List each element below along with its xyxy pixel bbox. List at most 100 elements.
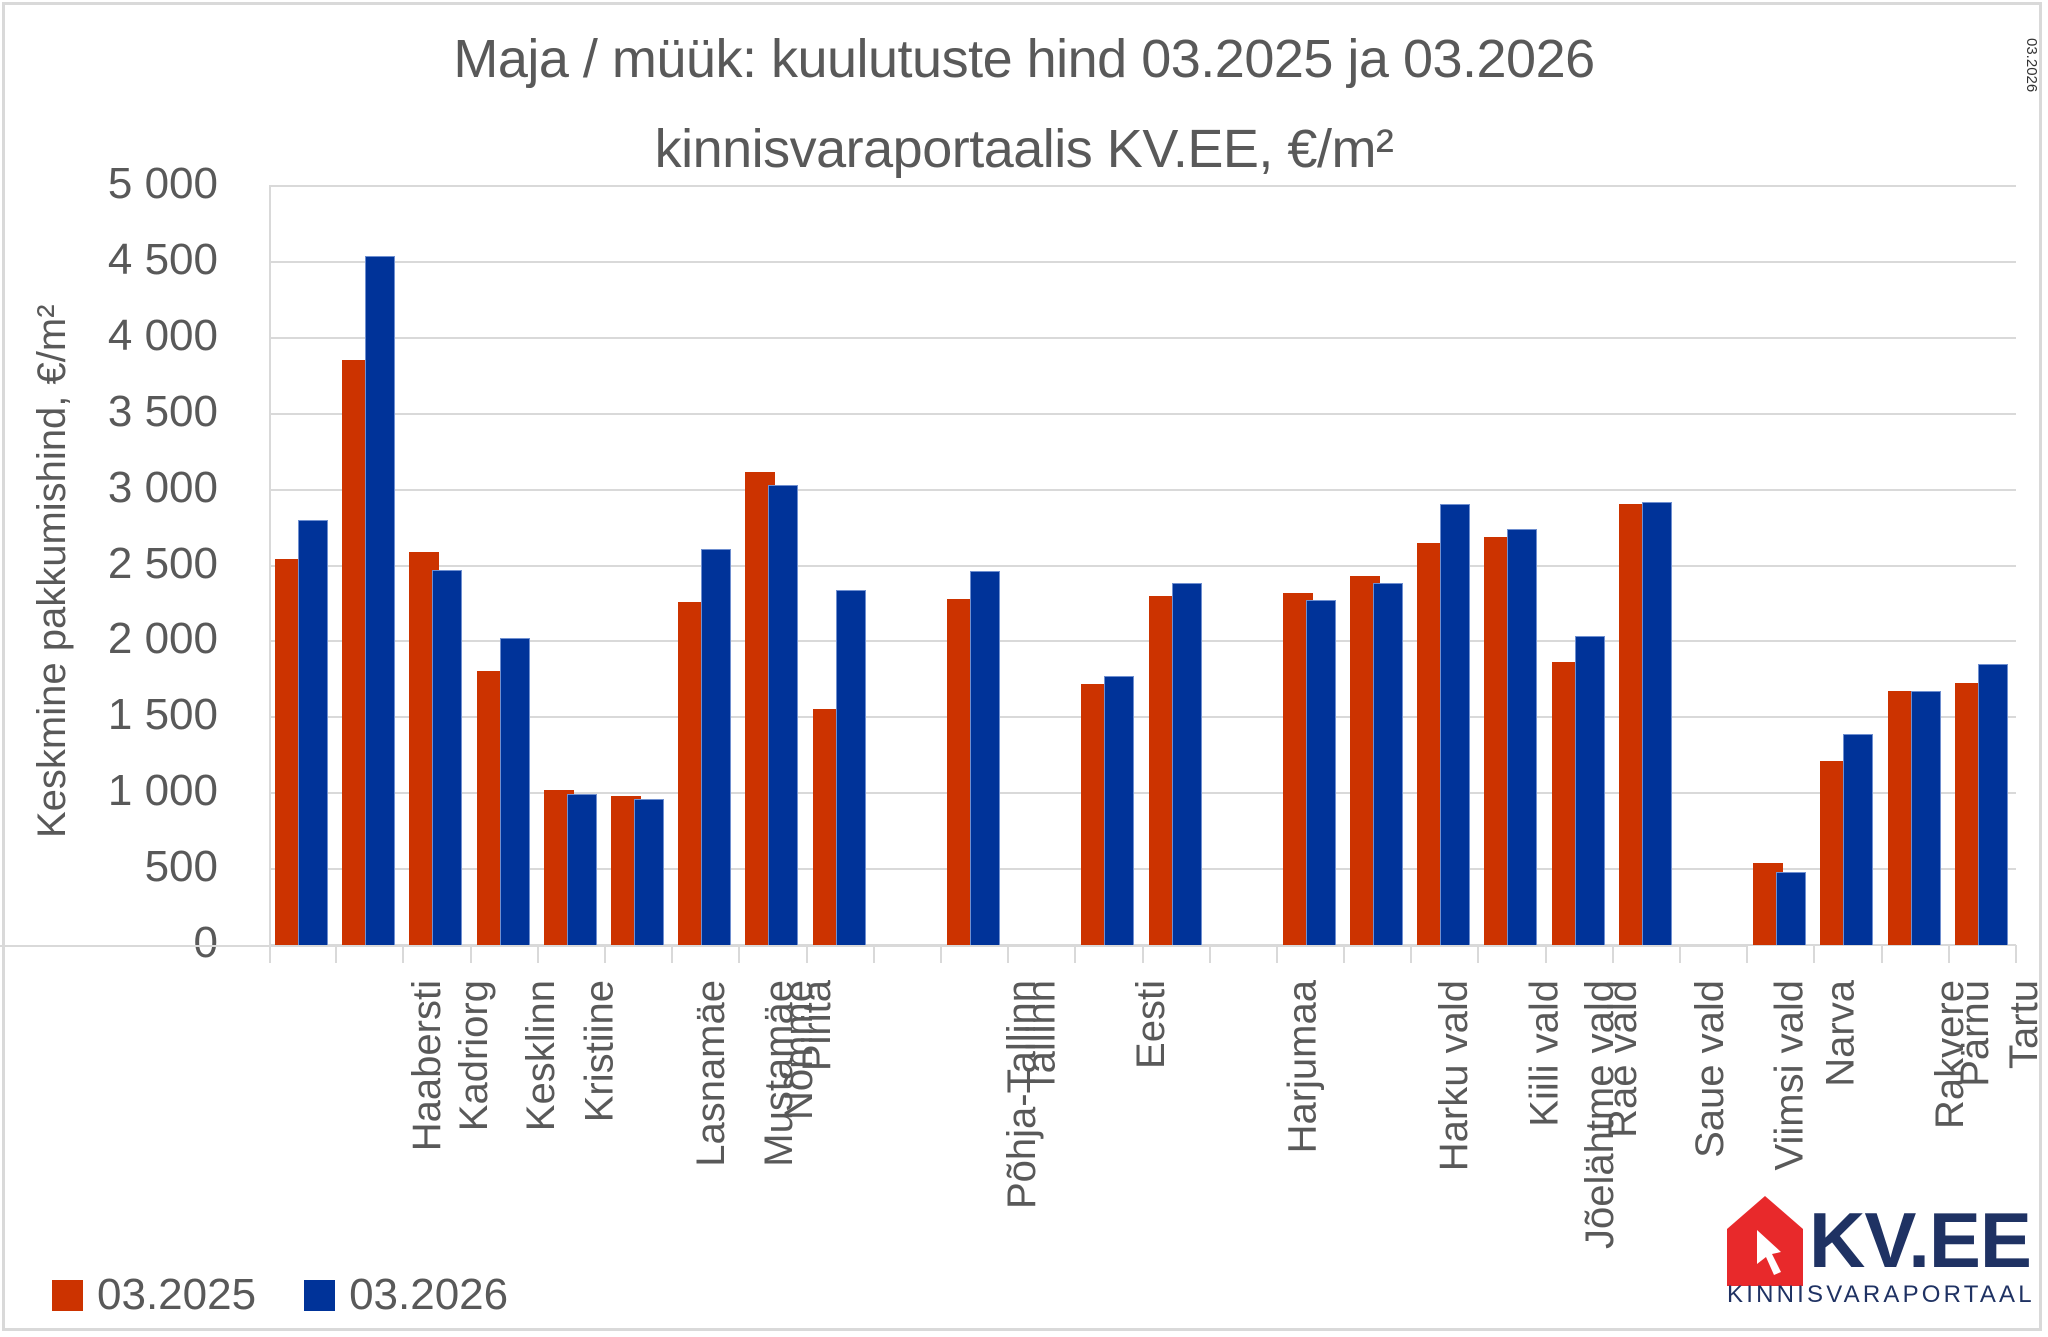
bar-03-2026 [1776, 872, 1807, 945]
x-category-label: Narva [1818, 980, 1863, 1087]
x-category-label: Lasnamäe [689, 980, 734, 1167]
x-category-label: Rae vald [1600, 980, 1645, 1138]
legend-label-2026: 03.2026 [349, 1270, 509, 1319]
bar-03-2026 [499, 637, 530, 945]
logo-tagline: KINNISVARAPORTAAL [1727, 1281, 2035, 1308]
x-tick-mark [805, 945, 808, 963]
x-tick-mark [335, 945, 338, 963]
x-category-label: Kristiine [577, 980, 622, 1123]
x-tick-mark [1544, 945, 1547, 963]
gridline [269, 868, 2016, 871]
bar-03-2026 [432, 570, 463, 945]
house-cursor-icon [1727, 1196, 1803, 1286]
bar-03-2026 [969, 570, 1000, 945]
x-tick-mark [1746, 945, 1749, 963]
bar-03-2026 [298, 520, 328, 945]
x-category-label: Tallinn [1018, 980, 1063, 1094]
x-tick-mark [872, 945, 875, 963]
bar-03-2026 [1843, 734, 1874, 945]
x-tick-mark [2015, 945, 2017, 963]
legend-item-2025: 03.2025 [52, 1270, 256, 1320]
x-tick-mark [1074, 945, 1077, 963]
x-tick-mark [1477, 945, 1480, 963]
x-tick-mark [1208, 945, 1211, 963]
x-category-label: Viimsi vald [1767, 980, 1812, 1171]
bar-03-2026 [633, 799, 664, 945]
bar-03-2026 [835, 589, 866, 945]
x-tick-mark [402, 945, 405, 963]
chart-title-line-1: Maja / müük: kuulutuste hind 03.2025 ja … [453, 29, 1595, 89]
x-tick-mark [671, 945, 674, 963]
y-tick-label: 500 [144, 842, 218, 892]
y-tick-label: 4 500 [107, 234, 218, 284]
bar-03-2026 [1373, 583, 1404, 945]
x-tick-mark [1343, 945, 1346, 963]
y-tick-label: 3 500 [107, 386, 218, 436]
bar-03-2026 [1507, 528, 1538, 945]
x-tick-mark [269, 945, 271, 963]
x-category-label: Kiili vald [1522, 980, 1567, 1127]
x-category-label: Tartu [2002, 980, 2047, 1069]
x-category-label: Eesti [1128, 980, 1173, 1069]
x-tick-mark [1813, 945, 1816, 963]
gridline [269, 716, 2016, 719]
bar-03-2026 [1910, 691, 1941, 945]
logo-brand-text: KV.EE [1809, 1196, 2032, 1284]
gridline [269, 260, 2016, 263]
y-tick-label: 5 000 [107, 159, 218, 208]
y-tick-label: 2 000 [107, 614, 218, 664]
y-tick-label: 1 500 [107, 690, 218, 740]
chart-title-line-2: kinnisvaraportaalis KV.EE, €/m² [654, 119, 1394, 179]
x-category-label: Saue vald [1688, 980, 1733, 1158]
x-category-label: Harku vald [1432, 980, 1477, 1172]
y-axis-title: Keskmine pakkumishind, €/m² [30, 304, 74, 838]
bar-03-2026 [768, 484, 799, 945]
x-tick-mark [536, 945, 539, 963]
x-tick-mark [1275, 945, 1278, 963]
side-date-label: 03.2026 [2023, 38, 2040, 93]
x-category-label: Pirita [795, 980, 840, 1072]
y-tick-label: 0 [193, 918, 218, 967]
x-category-label: Kesklinn [519, 980, 564, 1132]
gridline [269, 336, 2016, 339]
gridline [269, 640, 2016, 643]
x-category-label: Pärnu [1952, 980, 1997, 1087]
gridline [269, 564, 2016, 567]
bar-03-2026 [1641, 501, 1672, 945]
plot-area [269, 185, 2016, 946]
legend: 03.2025 03.2026 [52, 1270, 556, 1320]
x-tick-mark [1007, 945, 1010, 963]
x-tick-mark [1141, 945, 1144, 963]
gridline [269, 412, 2016, 415]
bar-03-2026 [1104, 676, 1135, 945]
legend-item-2026: 03.2026 [304, 1270, 508, 1320]
kv-ee-logo: KV.EE KINNISVARAPORTAAL [1727, 1196, 2037, 1308]
x-tick-mark [1611, 945, 1614, 963]
x-category-label: Harjumaa [1280, 980, 1325, 1154]
x-tick-mark [1880, 945, 1883, 963]
bar-03-2026 [701, 549, 732, 945]
bar-03-2026 [566, 793, 597, 945]
gridline [269, 792, 2016, 795]
y-tick-label: 1 000 [107, 766, 218, 816]
y-tick-label: 2 500 [107, 538, 218, 588]
bar-03-2026 [1305, 599, 1336, 945]
legend-swatch-2025 [52, 1279, 83, 1311]
x-tick-mark [738, 945, 741, 963]
y-tick-label: 4 000 [107, 310, 218, 360]
x-tick-mark [469, 945, 472, 963]
legend-swatch-2026 [304, 1279, 336, 1311]
bar-03-2026 [1171, 582, 1202, 945]
x-tick-mark [603, 945, 606, 963]
bar-03-2026 [1977, 664, 2008, 945]
gridline [269, 488, 2016, 491]
x-category-label: Haabersti [404, 980, 449, 1152]
gridline [269, 185, 2016, 187]
x-tick-mark [939, 945, 942, 963]
legend-label-2025: 03.2025 [97, 1270, 257, 1319]
x-category-label: Kadriorg [451, 980, 496, 1132]
x-tick-mark [1947, 945, 1950, 963]
bar-03-2026 [365, 255, 396, 945]
y-tick-label: 3 000 [107, 462, 218, 512]
